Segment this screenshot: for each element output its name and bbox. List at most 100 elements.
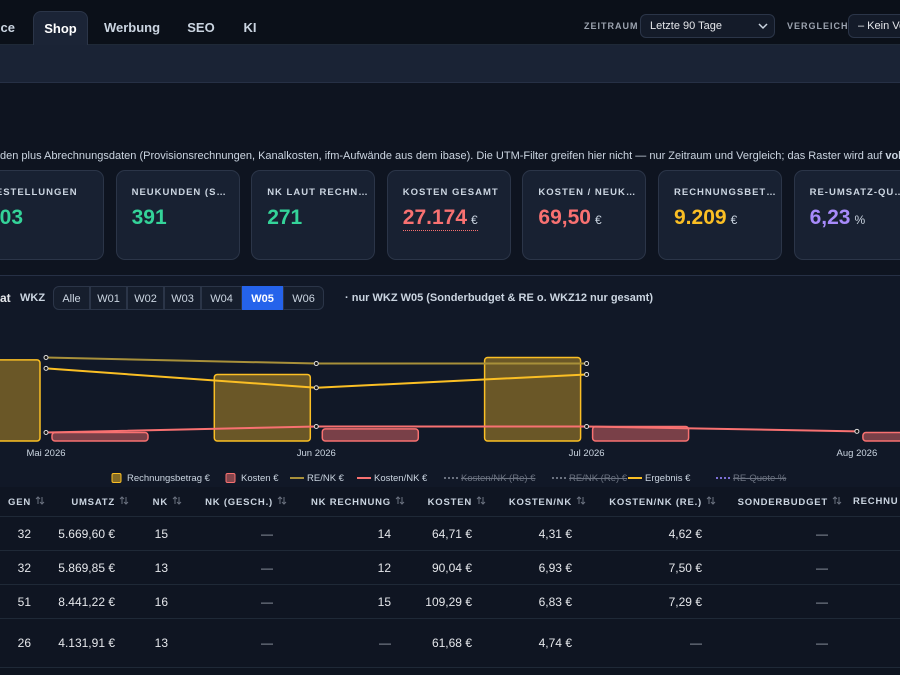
legend-label[interactable]: Kosten/NK (Re) € — [461, 473, 536, 484]
legend-item: Kosten/NK € — [357, 473, 427, 484]
bar — [51, 431, 149, 442]
table-cell: 6,83 € — [538, 595, 572, 609]
info: den plus Abrechnungsdaten (Provisionsrec… — [0, 150, 886, 162]
line — [45, 425, 857, 434]
kpi-card: KOSTEN / NEUK… 69,50 € — [522, 170, 647, 260]
kpi-card: BESTELLUNGEN 903 — [0, 170, 104, 260]
kpi-unit: € — [471, 213, 478, 227]
legend-swatch — [444, 477, 458, 480]
column-header[interactable]: GEN — [8, 496, 45, 508]
nav-tab[interactable]: SEO — [187, 20, 215, 35]
period-label: ZEITRAUM — [584, 21, 639, 31]
kpi-card: KOSTEN GESAMT 27.174 € — [386, 170, 511, 260]
column-header[interactable]: UMSATZ — [71, 496, 129, 508]
nav-tab[interactable]: Werbung — [103, 20, 161, 35]
chart-title: at — [0, 291, 11, 305]
table-cell: — — [261, 595, 273, 609]
column-header[interactable]: KOSTEN/NK — [509, 496, 586, 508]
legend-item: RE-Quote % — [716, 473, 786, 484]
table-cell: — — [816, 527, 828, 541]
table-cell: 15 — [154, 527, 168, 541]
table — [0, 487, 900, 668]
x-tick-label: Mai 2026 — [26, 448, 65, 459]
legend-label[interactable]: Kosten/NK € — [374, 473, 428, 484]
table-cell: 4,74 € — [538, 636, 572, 650]
filter-button[interactable]: W01 — [90, 286, 127, 310]
column-header[interactable]: KOSTEN — [428, 496, 486, 508]
legend-label[interactable]: RE-Quote % — [733, 473, 787, 484]
table-cell: 15 — [377, 595, 391, 609]
point — [43, 355, 49, 361]
nav-tab[interactable]: ce — [0, 20, 15, 35]
table-cell: 14 — [377, 527, 391, 541]
kpi-card: RECHNUNGSBET… 9.209 € — [658, 170, 782, 260]
table-cell: 32 — [17, 527, 31, 541]
legend-label[interactable]: Rechnungsbetrag € — [127, 473, 210, 484]
table-cell: 8.441,22 € — [58, 595, 115, 609]
point — [584, 361, 590, 367]
kpi-value: 9.209 € — [674, 206, 781, 230]
filter-button[interactable]: W06 — [283, 286, 324, 310]
point — [43, 430, 49, 436]
filter-button[interactable]: W03 — [164, 286, 201, 310]
kpi-number: 271 — [267, 206, 303, 229]
column-header[interactable]: RECHNU — [853, 496, 899, 507]
column-header[interactable]: NK (GESCH.) — [205, 496, 287, 508]
filter-button[interactable]: W05 — [242, 286, 283, 310]
legend-swatch — [225, 473, 236, 484]
table-cell: 4.131,91 € — [58, 636, 115, 650]
legend-label[interactable]: Ergebnis € — [645, 473, 691, 484]
kpi-label: NK LAUT RECHN… — [267, 187, 369, 198]
table-cell: 16 — [154, 595, 168, 609]
point — [43, 365, 49, 371]
filter-note: · nur WKZ W05 (Sonderbudget & RE o. WKZ1… — [345, 292, 653, 304]
row-divider — [0, 516, 900, 517]
filter-button[interactable]: W02 — [127, 286, 164, 310]
table-cell: 90,04 € — [431, 561, 472, 575]
kpi-label: RE-UMSATZ-QU… — [809, 187, 900, 198]
sort-icon — [576, 496, 586, 505]
table-cell: — — [379, 636, 391, 650]
kpi-label: NEUKUNDEN (S… — [131, 187, 227, 198]
column-header[interactable]: NK — [153, 496, 182, 508]
kpi-label: RECHNUNGSBET… — [674, 187, 777, 198]
nav-tab[interactable]: Shop — [33, 11, 88, 45]
row-divider — [0, 550, 900, 551]
table-cell: — — [816, 636, 828, 650]
legend-item: Rechnungsbetrag € — [110, 473, 210, 484]
table-cell: — — [816, 561, 828, 575]
kpi-unit: % — [854, 213, 866, 227]
sort-icon — [119, 496, 129, 505]
filter-button[interactable]: W04 — [201, 286, 242, 310]
table-cell: 7,50 € — [668, 561, 702, 575]
nav-tab[interactable]: KI — [243, 20, 257, 35]
table-cell: — — [690, 636, 702, 650]
compare-select[interactable]: – Kein Ve — [848, 14, 900, 38]
table-cell: 26 — [17, 636, 31, 650]
period-select[interactable]: Letzte 90 Tage — [640, 14, 775, 38]
sort-icon — [476, 496, 486, 505]
sort-icon — [172, 496, 182, 505]
legend-label[interactable]: RE/NK € — [307, 473, 344, 484]
bar — [0, 359, 41, 442]
column-header[interactable]: KOSTEN/NK (RE.) — [609, 496, 716, 508]
column-header[interactable]: NK RECHNUNG — [311, 496, 405, 508]
column-header[interactable]: SONDERBUDGET — [738, 496, 842, 508]
table-cell: 51 — [17, 595, 31, 609]
filter-button[interactable]: Alle — [53, 286, 90, 310]
table-cell: — — [261, 636, 273, 650]
kpi-number: 9.209 — [674, 206, 727, 229]
legend-label[interactable]: RE/NK (Re) € — [569, 473, 628, 484]
kpi-card: RE-UMSATZ-QU… 6,23% — [793, 170, 900, 260]
kpi-number: 391 — [131, 206, 167, 229]
legend-label[interactable]: Kosten € — [241, 473, 279, 484]
table-cell: — — [261, 527, 273, 541]
row-divider — [0, 584, 900, 585]
legend-swatch — [552, 477, 566, 480]
bar — [483, 356, 582, 442]
table-cell: 4,62 € — [668, 527, 702, 541]
info-text: den plus Abrechnungsdaten (Provisionsrec… — [0, 150, 900, 162]
table-cell: 6,93 € — [538, 561, 572, 575]
table-cell: 5.669,60 € — [58, 527, 115, 541]
kpi-value: 903 — [0, 206, 103, 230]
